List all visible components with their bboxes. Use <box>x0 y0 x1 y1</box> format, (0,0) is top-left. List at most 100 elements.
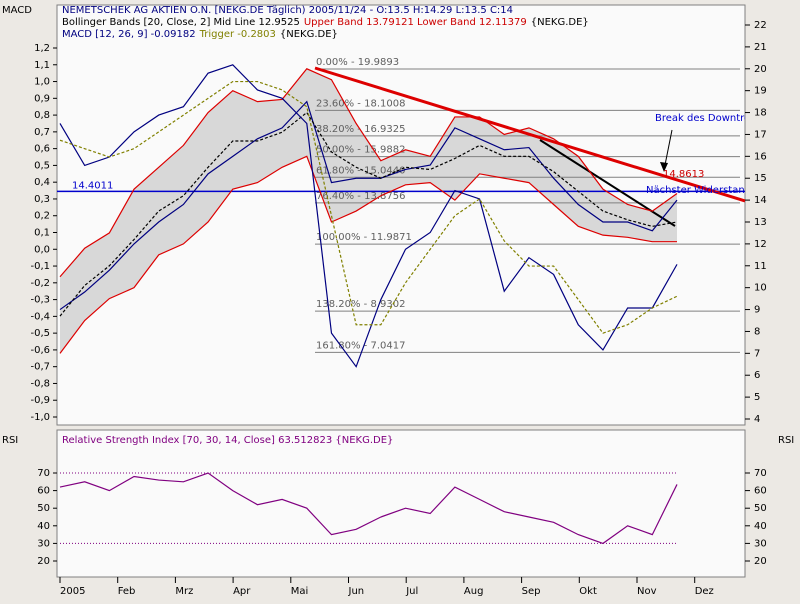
y2-tick-label: 6 <box>754 370 760 381</box>
y-tick-label: 60 <box>37 486 50 497</box>
y2-tick-label: 20 <box>754 556 767 567</box>
y-tick-label: 0,4 <box>34 177 50 188</box>
x-tick-label: Nov <box>637 586 657 597</box>
arrow-head <box>660 162 668 172</box>
y-tick-label: -0,8 <box>30 378 50 389</box>
y2-tick-label: 8 <box>754 326 760 337</box>
fib-label: 61.80% - 15.0440 <box>316 165 405 176</box>
y2-tick-label: 70 <box>754 468 767 479</box>
x-tick-label: Okt <box>579 586 597 597</box>
series-line <box>59 472 678 545</box>
y2-tick-label: 12 <box>754 239 767 250</box>
y-tick-label: 1,2 <box>34 43 50 54</box>
legend-entry: Upper Band 13.79121 Lower Band 12.11379 <box>304 17 527 28</box>
y2-tick-label: 21 <box>754 42 767 53</box>
x-tick-label: Apr <box>233 586 251 597</box>
chart-title: NEMETSCHEK AG AKTIEN O.N. [NEKG.DE Tägli… <box>62 5 513 16</box>
x-tick-label: 2005 <box>60 586 85 597</box>
series-line <box>59 111 678 317</box>
y-tick-label: -0,3 <box>30 295 50 306</box>
legend-entry: Bollinger Bands [20, Close, 2] Mid Line … <box>62 17 300 28</box>
fib-label: 76.40% - 13.8756 <box>316 191 405 202</box>
y-tick-label: -0,5 <box>30 328 50 339</box>
y-tick-label: 0,0 <box>34 244 50 255</box>
y2-tick-label: 15 <box>754 173 767 184</box>
y2-tick-label: 40 <box>754 521 767 532</box>
y-tick-label: -1,0 <box>30 412 50 423</box>
legend-entry: MACD [12, 26, 9] -0.09182 <box>62 29 196 40</box>
x-tick-label: Aug <box>464 586 484 597</box>
legend-entry: {NEKG.DE} <box>531 17 589 28</box>
legend-row: Bollinger Bands [20, Close, 2] Mid Line … <box>62 17 589 28</box>
y-tick-label: -0,9 <box>30 395 50 406</box>
series-line <box>59 155 677 354</box>
fib-label: 138.20% - 8.9302 <box>316 299 405 310</box>
x-tick-label: Sep <box>522 586 541 597</box>
y2-tick-label: 22 <box>754 20 767 31</box>
y2-tick-label: 16 <box>754 151 767 162</box>
y-tick-label: 20 <box>37 556 50 567</box>
y-tick-label: 0,6 <box>34 144 50 155</box>
x-tick-label: Mrz <box>175 586 193 597</box>
bollinger-band-fill <box>60 68 677 354</box>
y2-tick-label: 30 <box>754 538 767 549</box>
legend-row: MACD [12, 26, 9] -0.09182 Trigger -0.2803… <box>62 29 338 40</box>
y2-tick-label: 7 <box>754 348 760 359</box>
y2-tick-label: 20 <box>754 64 767 75</box>
y-tick-label: 0,3 <box>34 194 50 205</box>
y2-tick-label: 19 <box>754 86 767 97</box>
fib-label: 161.80% - 7.0417 <box>316 340 405 351</box>
fib-label: 100.00% - 11.9871 <box>316 232 412 243</box>
y-tick-label: -0,7 <box>30 362 50 373</box>
y2-tick-label: 13 <box>754 217 767 228</box>
rsi-plot <box>59 472 678 545</box>
x-tick-label: Feb <box>118 586 136 597</box>
y-tick-label: 0,7 <box>34 127 50 138</box>
short-trend-line <box>539 139 676 227</box>
chart-title: Relative Strength Index [70, 30, 14, Clo… <box>62 435 393 446</box>
y2-tick-label: 11 <box>754 261 767 272</box>
y-tick-label: -0,1 <box>30 261 50 272</box>
fib-label: 23.60% - 18.1008 <box>316 98 405 109</box>
y-tick-label: 50 <box>37 503 50 514</box>
series-line <box>59 64 678 368</box>
axes: MACD RSI RSI NEMETSCHEK AG AKTIEN O.N. [… <box>2 5 794 597</box>
annotation: Break des Downtrends <box>655 113 768 124</box>
y-axis-label: RSI <box>2 435 18 446</box>
fib-label: 0.00% - 19.9893 <box>316 57 399 68</box>
y-tick-label: -0,4 <box>30 311 50 322</box>
x-tick-label: Mai <box>291 586 309 597</box>
y-axis-label: MACD <box>2 5 32 16</box>
support-label: 14.4011 <box>72 180 113 191</box>
y2-tick-label: 60 <box>754 486 767 497</box>
y-tick-label: 1,0 <box>34 77 50 88</box>
y-tick-label: 1,1 <box>34 60 50 71</box>
y2-tick-label: 5 <box>754 392 760 403</box>
y2-tick-label: 4 <box>754 414 760 425</box>
y-tick-label: 30 <box>37 538 50 549</box>
y2-tick-label: 10 <box>754 283 767 294</box>
fib-label: 50.00% - 15.9882 <box>316 145 405 156</box>
series-line <box>59 68 678 278</box>
rsi-panel <box>56 429 746 578</box>
y-tick-label: -0,6 <box>30 345 50 356</box>
y2-tick-label: 14 <box>754 195 767 206</box>
y2-tick-label: 9 <box>754 305 760 316</box>
y2-axis-label: RSI <box>778 435 794 446</box>
annotation: 14.8613 <box>663 169 704 180</box>
x-tick-label: Jun <box>348 586 365 597</box>
y2-tick-label: 50 <box>754 503 767 514</box>
y-tick-label: 0,9 <box>34 93 50 104</box>
y-tick-label: 40 <box>37 521 50 532</box>
y-tick-label: 0,1 <box>34 228 50 239</box>
series-line <box>59 100 678 311</box>
y-tick-label: -0,2 <box>30 278 50 289</box>
series-line <box>59 80 678 334</box>
x-tick-label: Dez <box>695 586 714 597</box>
y-tick-label: 70 <box>37 468 50 479</box>
y2-tick-label: 18 <box>754 108 767 119</box>
y-tick-label: 0,2 <box>34 211 50 222</box>
annotation: Nächster Widerstand <box>646 185 751 196</box>
